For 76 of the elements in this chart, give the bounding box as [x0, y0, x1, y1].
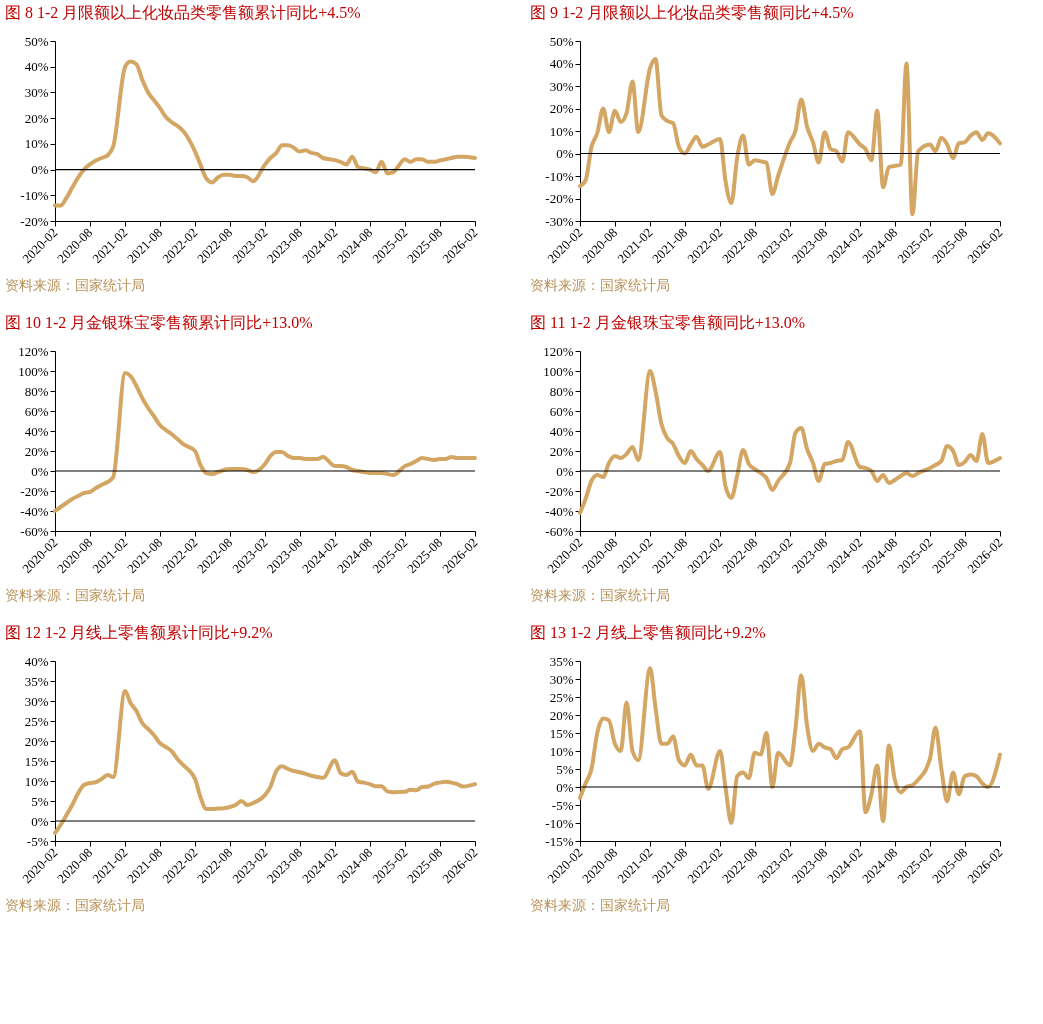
y-tick-label: 20% — [549, 443, 574, 459]
y-tick-label: 0% — [31, 162, 49, 178]
text: 资料来源：国家统计局 — [530, 588, 670, 603]
y-tick-label: 30% — [24, 84, 49, 100]
y-tick-label: 20% — [549, 101, 574, 116]
line-series — [578, 369, 1002, 515]
y-tick-label: 10% — [549, 743, 574, 759]
line-series — [578, 57, 1002, 217]
text: 资料来源：国家统计局 — [5, 898, 145, 913]
y-tick-label: 80% — [549, 383, 574, 399]
y-tick-label: 20% — [24, 443, 49, 459]
y-tick-label: 0% — [556, 146, 574, 161]
y-tick-label: 35% — [24, 673, 49, 689]
y-tick-label: 25% — [24, 713, 49, 729]
text: 资料来源：国家统计局 — [530, 278, 670, 293]
line-series — [53, 59, 477, 208]
y-tick-label: 25% — [549, 689, 574, 705]
y-tick-label: 0% — [31, 463, 49, 479]
chart-title: 图 13 1-2 月线上零售额同比+9.2% — [530, 624, 766, 641]
chart-title: 图 11 1-2 月金银珠宝零售额同比+13.0% — [530, 314, 806, 331]
y-tick-label: 100% — [18, 363, 49, 379]
y-tick-label: 5% — [31, 793, 49, 809]
chart-title: 图 10 1-2 月金银珠宝零售额累计同比+13.0% — [5, 314, 313, 331]
y-tick-label: 80% — [24, 383, 49, 399]
chart-title: 图 8 1-2 月限额以上化妆品类零售额累计同比+4.5% — [5, 4, 361, 21]
y-tick-label: -40% — [545, 503, 574, 519]
y-tick-label: -60% — [545, 523, 574, 539]
y-tick-label: -5% — [551, 797, 574, 813]
y-tick-label: 60% — [24, 403, 49, 419]
y-tick-label: 120% — [543, 343, 574, 359]
y-tick-label: 15% — [549, 725, 574, 741]
y-tick-label: -20% — [545, 483, 574, 499]
y-tick-label: 40% — [549, 56, 574, 71]
chart-title: 图 12 1-2 月线上零售额累计同比+9.2% — [5, 624, 273, 641]
y-tick-label: -60% — [20, 523, 49, 539]
y-tick-label: -20% — [20, 483, 49, 499]
chart-title: 图 9 1-2 月限额以上化妆品类零售额同比+4.5% — [530, 4, 854, 21]
text: 资料来源：国家统计局 — [5, 588, 145, 603]
y-tick-label: 0% — [556, 779, 574, 795]
y-tick-label: -10% — [545, 815, 574, 831]
y-tick-label: 40% — [549, 423, 574, 439]
text: 资料来源：国家统计局 — [5, 278, 145, 293]
y-tick-label: 30% — [549, 78, 574, 94]
y-tick-label: 15% — [24, 753, 49, 769]
y-tick-label: 5% — [556, 761, 574, 777]
y-tick-label: 35% — [549, 653, 574, 669]
y-tick-label: -20% — [545, 191, 574, 206]
y-tick-label: 30% — [24, 693, 49, 709]
line-series — [53, 689, 477, 835]
y-tick-label: 10% — [549, 123, 574, 139]
y-tick-label: 10% — [24, 136, 49, 152]
y-tick-label: 40% — [24, 423, 49, 439]
y-tick-label: -40% — [20, 503, 49, 519]
text: 资料来源：国家统计局 — [530, 898, 670, 913]
y-tick-label: -10% — [545, 168, 574, 184]
y-tick-label: 120% — [18, 343, 49, 359]
y-tick-label: 20% — [549, 707, 574, 723]
line-series — [578, 666, 1002, 825]
y-tick-label: -5% — [26, 833, 49, 849]
y-tick-label: 100% — [543, 363, 574, 379]
y-tick-label: -30% — [545, 213, 574, 229]
y-tick-label: -15% — [545, 833, 574, 849]
y-tick-label: 0% — [31, 813, 49, 829]
y-tick-label: 40% — [24, 653, 49, 669]
y-tick-label: -20% — [20, 213, 49, 229]
y-tick-label: 0% — [556, 463, 574, 479]
y-tick-label: 20% — [24, 110, 49, 126]
y-tick-label: 30% — [549, 671, 574, 687]
y-tick-label: 50% — [24, 33, 49, 49]
line-series — [53, 371, 477, 513]
y-tick-label: 50% — [549, 33, 574, 49]
y-tick-label: 40% — [24, 59, 49, 75]
y-tick-label: 20% — [24, 733, 49, 749]
y-tick-label: 60% — [549, 403, 574, 419]
y-tick-label: 10% — [24, 773, 49, 789]
y-tick-label: -10% — [20, 187, 49, 203]
